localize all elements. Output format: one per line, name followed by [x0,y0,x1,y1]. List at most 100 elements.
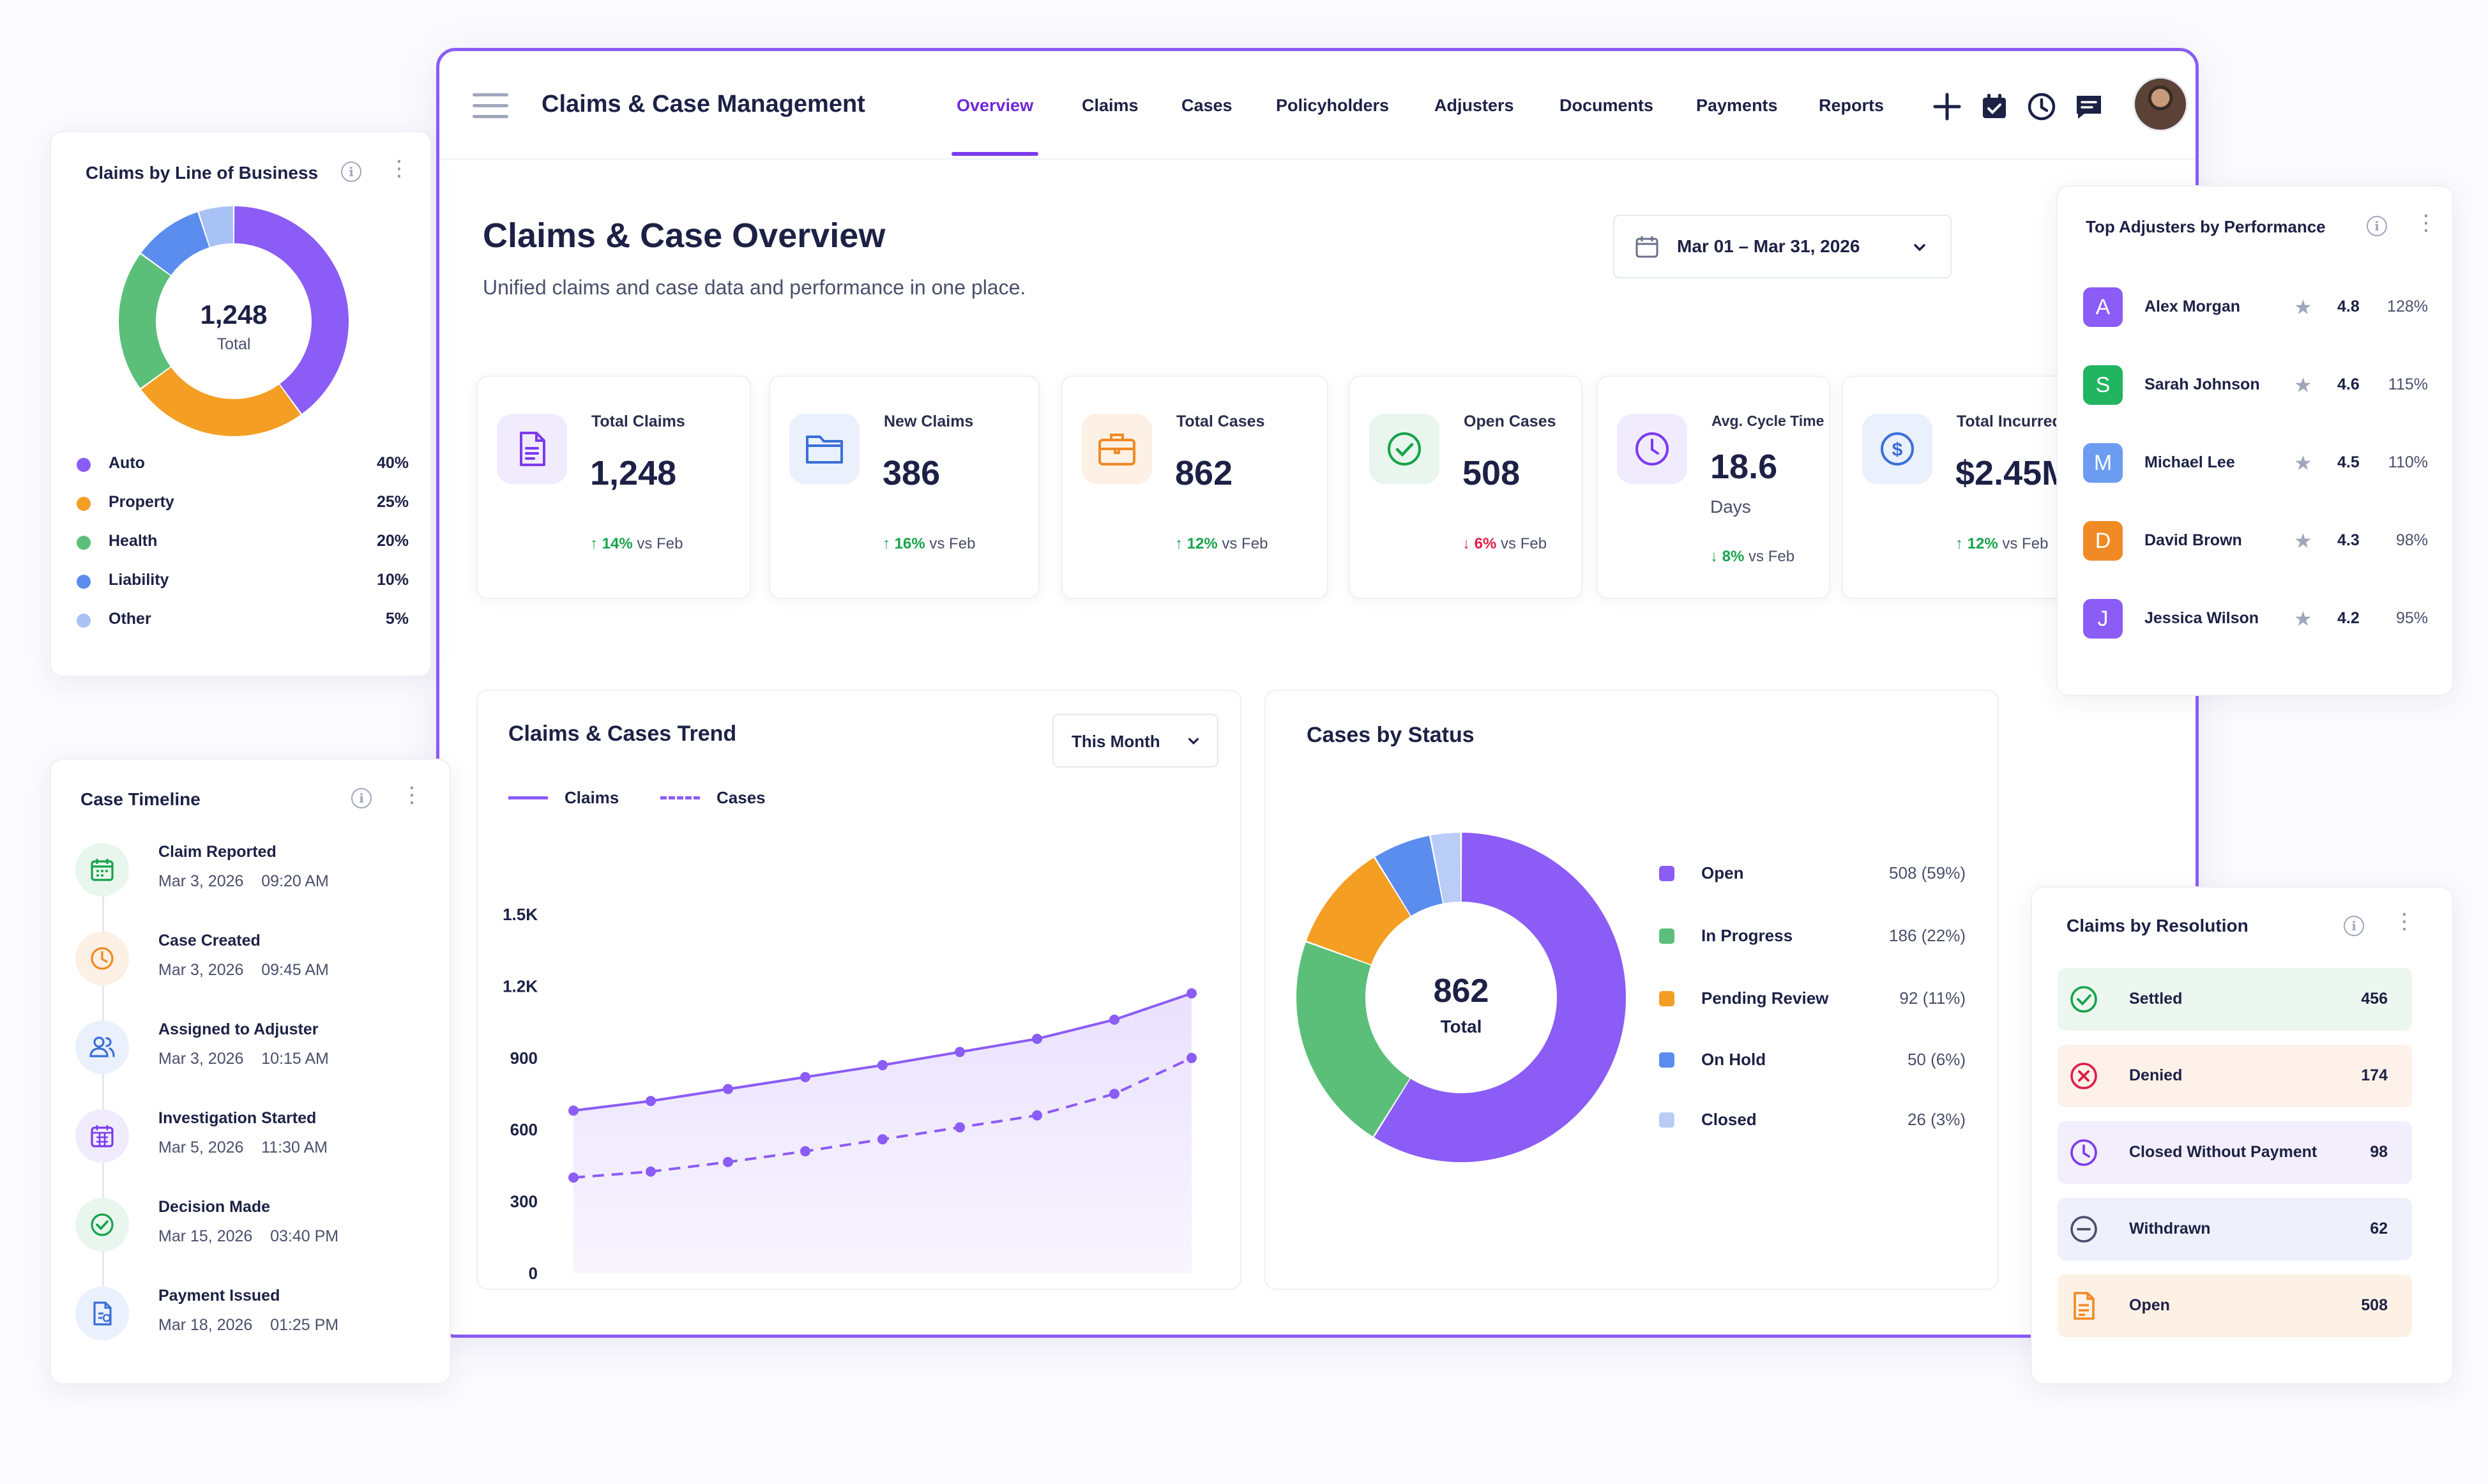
lob-slice-3[interactable] [141,212,209,275]
legend-swatch-dashed [660,796,700,799]
claims-point[interactable] [877,1060,888,1071]
tab-cases[interactable]: Cases [1181,96,1233,115]
timeline-item-title: Assigned to Adjuster [158,1020,319,1038]
claims-point[interactable] [568,1105,579,1116]
legend-value: 10% [376,571,409,589]
resolution-row-denied[interactable]: Denied 174 [2058,1045,2412,1107]
kpi-total-cases[interactable]: Total Cases 862 ↑ 12% vs Feb [1061,375,1328,599]
tab-payments[interactable]: Payments [1696,96,1778,115]
kpi-value: 508 [1462,454,1521,492]
cases-point[interactable] [1187,1052,1197,1063]
cases-point[interactable] [723,1156,733,1167]
more-vertical-icon[interactable]: ⋮ [2393,909,2415,934]
lob-donut-chart [118,206,349,436]
kpi-delta: ↑ 12% vs Feb [1955,535,2048,553]
info-icon[interactable]: i [2344,916,2364,936]
kpi-total-claims[interactable]: Total Claims 1,248 ↑ 14% vs Feb [476,375,751,599]
adjuster-row[interactable]: J Jessica Wilson ★ 4.2 95% [2083,599,2428,644]
date-range-picker[interactable]: Mar 01 – Mar 31, 2026 [1613,215,1952,278]
claims-point[interactable] [646,1096,656,1107]
tab-documents[interactable]: Documents [1559,96,1654,115]
star-icon: ★ [2294,451,2312,474]
status-slice-3[interactable] [1375,835,1443,916]
kpi-delta: ↓ 6% vs Feb [1462,535,1547,553]
star-icon: ★ [2294,607,2312,630]
legend-dot [77,614,91,628]
tab-active-indicator [952,152,1038,156]
tab-reports[interactable]: Reports [1819,96,1885,115]
claims-area [573,993,1192,1273]
cases-point[interactable] [877,1134,888,1145]
clock-icon[interactable] [2026,91,2058,123]
resolution-row-withdrawn[interactable]: Withdrawn 62 [2058,1198,2412,1261]
lob-total-label: Total [216,335,251,353]
lob-slice-4[interactable] [199,206,234,247]
adjuster-rating: 4.8 [2337,298,2360,315]
kpi-delta-pct: 8% [1722,548,1745,565]
legend-swatch [1659,1052,1674,1068]
legend-dot [77,575,91,589]
adjuster-row[interactable]: A Alex Morgan ★ 4.8 128% [2083,287,2428,332]
main-window: Claims & Case Management Overview Claims… [436,48,2199,1338]
resolution-row-closed-without-payment[interactable]: Closed Without Payment 98 [2058,1121,2412,1184]
claims-point[interactable] [723,1084,733,1094]
claims-point[interactable] [1032,1033,1042,1044]
legend-swatch [1659,991,1674,1006]
y-tick-label: 1.2K [503,976,538,996]
tab-policyholders[interactable]: Policyholders [1276,96,1390,115]
lob-slice-2[interactable] [118,254,171,388]
resolution-row-settled[interactable]: Settled 456 [2058,968,2412,1031]
cases-point[interactable] [955,1122,965,1133]
cases-point[interactable] [1109,1089,1119,1099]
period-select[interactable]: This Month [1052,714,1218,768]
more-vertical-icon[interactable]: ⋮ [2415,211,2437,235]
cases-point[interactable] [1032,1110,1042,1121]
tab-adjusters[interactable]: Adjusters [1434,96,1514,115]
tab-overview[interactable]: Overview [957,96,1034,115]
adjuster-avatar: J [2083,599,2123,639]
claims-point[interactable] [1187,988,1197,999]
info-icon[interactable]: i [2367,216,2387,236]
status-slice-0[interactable] [1374,833,1626,1162]
claims-point[interactable] [955,1047,965,1057]
cases-point[interactable] [568,1172,579,1183]
kpi-label: New Claims [884,413,974,430]
info-icon[interactable]: i [341,162,361,182]
legend-name: Health [109,532,158,550]
status-slice-1[interactable] [1296,942,1410,1137]
lob-slice-0[interactable] [234,206,349,414]
adjuster-row[interactable]: D David Brown ★ 4.3 98% [2083,521,2428,566]
claims-point[interactable] [1109,1014,1119,1025]
kpi-open-cases[interactable]: Open Cases 508 ↓ 6% vs Feb [1349,375,1582,599]
calendar-check-icon[interactable] [1978,91,2010,123]
chat-icon[interactable] [2073,91,2105,123]
hamburger-menu-icon[interactable] [473,91,508,120]
check-circle-icon [2069,985,2098,1014]
kpi-new-claims[interactable]: New Claims 386 ↑ 16% vs Feb [769,375,1040,599]
cases-point[interactable] [646,1166,656,1177]
tab-claims[interactable]: Claims [1082,96,1139,115]
period-select-value: This Month [1072,732,1160,751]
adjuster-row[interactable]: M Michael Lee ★ 4.5 110% [2083,443,2428,488]
claims-point[interactable] [800,1071,810,1082]
status-slice-4[interactable] [1430,833,1461,904]
plus-icon[interactable] [1931,91,1963,123]
kpi-total-incurred[interactable]: $ Total Incurred $2.45M ↑ 12% vs Feb [1842,375,2084,599]
adjuster-avatar: M [2083,443,2123,483]
status-slice-2[interactable] [1306,858,1411,965]
info-icon[interactable]: i [351,788,372,808]
more-vertical-icon[interactable]: ⋮ [388,156,410,181]
x-circle-icon [2069,1061,2098,1091]
lob-slice-1[interactable] [141,367,301,436]
cases-point[interactable] [800,1146,810,1156]
adjuster-rating: 4.3 [2337,531,2360,549]
adjuster-performance: 95% [2395,609,2428,627]
avatar[interactable] [2133,77,2188,132]
legend-dot [77,536,91,550]
kpi-delta: ↑ 12% vs Feb [1175,535,1268,553]
resolution-row-open[interactable]: Open 508 [2058,1275,2412,1337]
kpi-value: 386 [883,454,941,492]
more-vertical-icon[interactable]: ⋮ [401,783,423,807]
adjuster-row[interactable]: S Sarah Johnson ★ 4.6 115% [2083,365,2428,410]
kpi-avg-cycle-time[interactable]: Avg. Cycle Time 18.6 Days ↓ 8% vs Feb [1597,375,1830,599]
